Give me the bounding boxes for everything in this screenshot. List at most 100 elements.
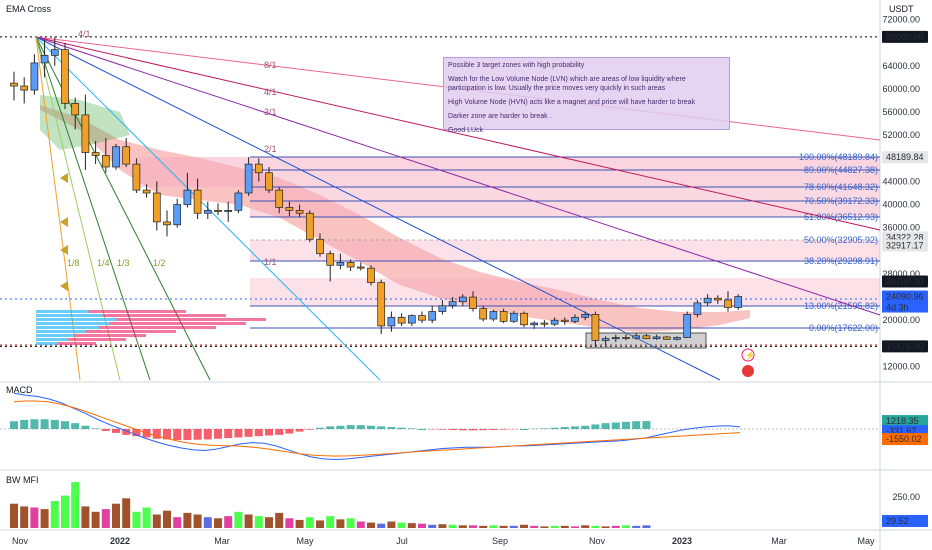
gann-fan-label: 2/1 [264,144,277,154]
mfi-bar [122,498,131,528]
y-tick-label: 60000.00 [882,84,920,94]
mfi-bar [591,525,600,528]
macd-histogram-bar [346,425,355,429]
macd-histogram-bar [234,429,243,438]
candle-body [632,335,641,339]
macd-histogram-bar [367,425,375,429]
mfi-bar [632,525,641,528]
countdown-badge [882,301,928,313]
macd-value-badge [882,415,928,428]
mfi-bar [479,525,488,528]
x-tick-label: Nov [589,536,606,546]
candle-body [520,312,528,326]
candle-body [377,282,386,327]
price-badge-text: 69000.00 [886,32,924,42]
mfi-bar [295,519,304,528]
macd-histogram-bar [438,429,447,430]
mfi-bar [71,482,80,528]
macd-value-text: -1550.02 [886,434,922,444]
note-line: Good LUck [448,127,484,134]
candle-body [724,299,732,308]
mfi-bar [622,525,630,528]
indicator-title: EMA Cross [6,4,52,14]
mfi-bar [254,516,263,528]
price-badge-text: 26700.00 [886,276,924,286]
macd-histogram-bar [285,429,294,434]
mfi-bar [173,517,182,528]
candle-body [438,305,447,312]
mfi-bar [152,514,161,528]
price-badge [882,151,928,164]
candle-body [499,311,508,322]
fib-label: 100.00%(48189.84) [799,152,878,162]
gann-fan-label: 4/1 [78,29,91,39]
macd-histogram-bar [214,429,222,439]
arrow-marker [60,281,68,291]
candle-body [30,62,39,91]
volume-profile-bar [74,334,146,337]
y-tick-label: 56000.00 [882,107,920,117]
macd-histogram-bar [20,419,29,429]
volume-profile-bar [85,330,176,333]
price-badge-text: 32917.17 [886,241,924,251]
gann-fan-label: 3/1 [264,107,277,117]
mfi-bar [346,518,355,528]
macd-histogram-bar [377,426,386,429]
macd-histogram-bar [642,421,651,429]
macd-histogram-bar [183,429,192,441]
macd-value-text: -331.67 [886,426,917,436]
mfi-bar [540,526,549,528]
x-tick-label: Mar [214,536,230,546]
mfi-axis-label: 250.00 [892,492,920,502]
candle-body [346,262,355,268]
macd-histogram-bar [520,429,528,430]
mfi-bar [112,503,120,528]
macd-value-text: 1218.35 [886,416,919,426]
macd-histogram-bar [407,428,416,429]
macd-histogram-bar [193,429,202,440]
candle-body [407,315,416,324]
macd-histogram-bar [418,429,426,430]
candle-body [10,82,18,87]
macd-histogram-bar [30,419,39,429]
macd-line [13,392,741,461]
fib-label: 38.20%(29298.91) [804,256,878,266]
price-badge [882,275,928,288]
annotation-note[interactable]: Possible 3 target zones with high probab… [443,57,730,134]
arrow-marker [60,245,68,255]
x-tick-label: May [857,536,875,546]
candle-body [132,163,141,191]
candle-body [387,316,396,327]
candle-body [734,296,743,308]
volume-profile-bar [116,318,266,321]
candle-body [693,302,702,315]
mfi-bar [581,525,590,528]
macd-histogram-bar [479,429,488,431]
mfi-bar [265,517,273,528]
gann-fan-label: 1/1 [264,257,277,267]
mfi-bar [601,526,610,528]
macd-histogram-bar [50,419,59,429]
volume-profile-bar [36,326,99,329]
mfi-bar [560,525,569,528]
macd-value-badge [882,433,928,446]
macd-histogram-bar [305,429,314,430]
note-line: Possible 3 target zones with high probab… [448,62,585,69]
mfi-bar [571,526,579,528]
candle-body [713,297,722,301]
volume-profile-bar [88,310,186,313]
macd-histogram-bar [295,429,304,432]
mfi-bar [50,501,59,528]
candle-body [305,212,314,240]
candle-body [683,314,692,338]
y-tick-label: 20000.00 [882,315,920,325]
candle-body [662,336,671,340]
y-tick-label: 52000.00 [882,130,920,140]
mfi-bar [397,522,406,528]
fib-label: 78.60%(41648.32) [804,182,878,192]
candle-body [642,335,651,340]
candle-body [611,337,620,340]
candle-body [40,55,49,64]
fib-label: 61.80%(36512.93) [804,212,878,222]
fib-zone [250,187,880,217]
